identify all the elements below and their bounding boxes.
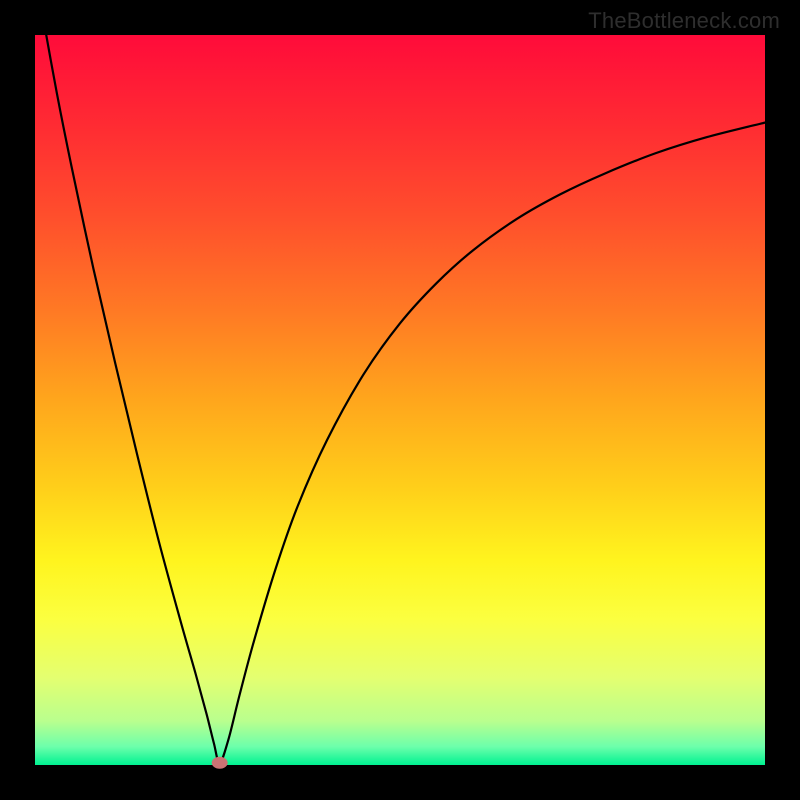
chart-gradient-background (35, 35, 765, 765)
chart-container: { "watermark": { "text": "TheBottleneck.… (0, 0, 800, 800)
bottleneck-chart (0, 0, 800, 800)
watermark-text: TheBottleneck.com (588, 8, 780, 34)
minimum-marker (212, 757, 228, 769)
